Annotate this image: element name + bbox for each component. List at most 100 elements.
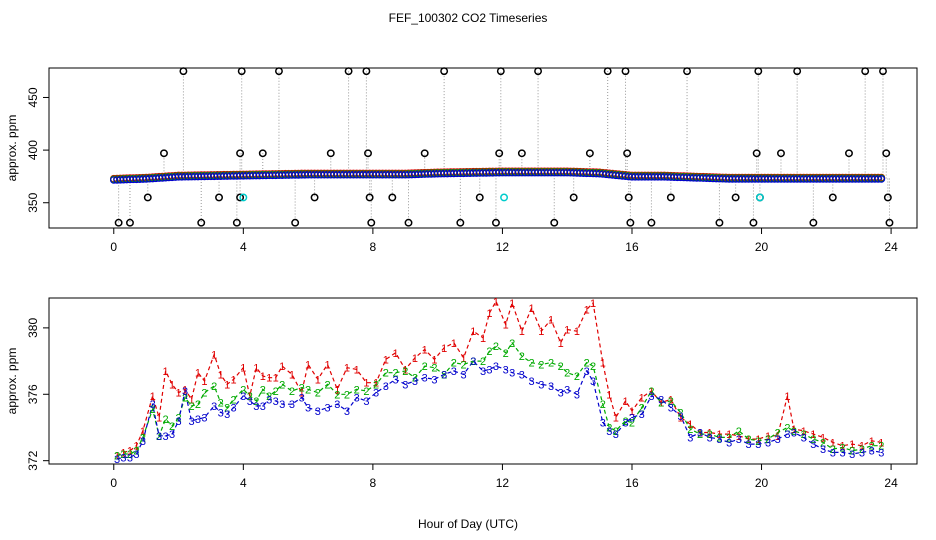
series-3-marker: 3 (373, 388, 379, 400)
outlier-point (752, 149, 761, 158)
series-2-marker: 2 (503, 348, 509, 360)
series-1-marker: 1 (470, 326, 476, 338)
series-1-marker: 1 (324, 359, 330, 371)
series-1-marker: 1 (363, 378, 369, 390)
outlier-point (310, 193, 319, 202)
series-1-marker: 1 (658, 398, 664, 410)
outlier-point (828, 193, 837, 202)
series-2-marker: 2 (830, 444, 836, 456)
x-axis-label: Hour of Day (UTC) (418, 517, 518, 531)
series-1-marker: 1 (558, 338, 564, 350)
series-1-marker: 1 (253, 363, 259, 375)
series-1-marker: 1 (431, 354, 437, 366)
series-2-marker: 2 (266, 391, 272, 403)
series-1-marker: 1 (736, 431, 742, 443)
series-2-marker: 2 (869, 441, 875, 453)
series-1-marker: 1 (334, 384, 340, 396)
series-1-marker: 1 (755, 434, 761, 446)
series-2-marker: 2 (548, 358, 554, 370)
series-1-marker: 1 (195, 368, 201, 380)
series-3-marker: 3 (509, 368, 515, 380)
series-3-marker: 3 (726, 437, 732, 449)
series-1-marker: 1 (493, 296, 499, 308)
series-2-marker: 2 (564, 368, 570, 380)
series-3-marker: 3 (224, 409, 230, 421)
series-2-marker: 2 (558, 361, 564, 373)
panel-top-xtick-label: 8 (370, 240, 377, 254)
series-1-marker: 1 (201, 376, 207, 388)
series-2-marker: 2 (156, 431, 162, 443)
series-2-marker: 2 (584, 358, 590, 370)
series-3-marker: 3 (746, 439, 752, 451)
series-3-marker: 3 (305, 403, 311, 415)
outlier-point (517, 149, 526, 158)
outlier-point (624, 193, 633, 202)
series-3-marker: 3 (493, 361, 499, 373)
panel-bottom-xtick-label: 20 (755, 476, 769, 490)
series-2-marker: 2 (114, 451, 120, 463)
series-1-marker: 1 (373, 378, 379, 390)
series-3-marker: 3 (668, 403, 674, 415)
outlier-point (534, 67, 543, 76)
series-1-marker: 1 (392, 348, 398, 360)
panel-top-ytick-label: 350 (26, 192, 40, 212)
series-3-marker: 3 (784, 429, 790, 441)
series-1-marker: 1 (775, 431, 781, 443)
series-3-marker: 3 (869, 446, 875, 458)
series-1-marker: 1 (114, 451, 120, 463)
series-2-marker: 2 (412, 373, 418, 385)
series-2-marker: 2 (231, 394, 237, 406)
series-2-marker: 2 (305, 384, 311, 396)
series-3-marker: 3 (849, 449, 855, 461)
series-1-marker: 1 (451, 338, 457, 350)
panel-bottom-ylabel: approx. ppm (5, 348, 19, 415)
series-1-marker: 1 (859, 441, 865, 453)
outlier-point (197, 218, 206, 227)
series-1-marker: 1 (629, 406, 635, 418)
series-2-marker: 2 (538, 359, 544, 371)
outlier-point (114, 218, 123, 227)
outlier-point (404, 218, 413, 227)
outlier-point (495, 149, 504, 158)
series-1-marker: 1 (765, 431, 771, 443)
series-3-marker: 3 (127, 452, 133, 464)
panel-bottom-xtick-label: 4 (240, 476, 247, 490)
series-2-marker: 2 (279, 379, 285, 391)
series-3-marker: 3 (470, 356, 476, 368)
outlier-point (365, 193, 374, 202)
outlier-point (666, 193, 675, 202)
highlight-point (755, 193, 764, 202)
outlier-point (179, 67, 188, 76)
series-3-marker: 3 (839, 447, 845, 459)
series-3-marker: 3 (736, 434, 742, 446)
series-2-marker: 2 (791, 426, 797, 438)
series-1-marker: 1 (120, 447, 126, 459)
panel-bottom-ytick-label: 376 (26, 384, 40, 404)
series-1-marker: 1 (869, 436, 875, 448)
series-3-marker: 3 (140, 436, 146, 448)
outlier-point (585, 149, 594, 158)
series-2-marker: 2 (402, 366, 408, 378)
outlier-point (258, 149, 267, 158)
series-1-marker: 1 (697, 427, 703, 439)
series-3-marker: 3 (775, 434, 781, 446)
series-3-marker: 3 (613, 429, 619, 441)
series-3-marker: 3 (564, 384, 570, 396)
series-3-marker: 3 (878, 447, 884, 459)
series-3-marker: 3 (486, 364, 492, 376)
series-2-marker: 2 (519, 351, 525, 363)
series-2-marker: 2 (224, 403, 230, 415)
series-3-marker: 3 (529, 376, 535, 388)
series-2-marker: 2 (726, 432, 732, 444)
series-1-marker: 1 (564, 325, 570, 337)
series-1-marker: 1 (791, 424, 797, 436)
series-3-marker: 3 (247, 396, 253, 408)
outlier-point (367, 218, 376, 227)
series-2-marker: 2 (600, 399, 606, 411)
highlight-point (239, 193, 248, 202)
figure-title: FEF_100302 CO2 Timeseries (389, 11, 548, 25)
outlier-point (603, 67, 612, 76)
series-1-marker: 1 (503, 320, 509, 332)
series-1-marker: 1 (746, 434, 752, 446)
series-2-marker: 2 (678, 408, 684, 420)
